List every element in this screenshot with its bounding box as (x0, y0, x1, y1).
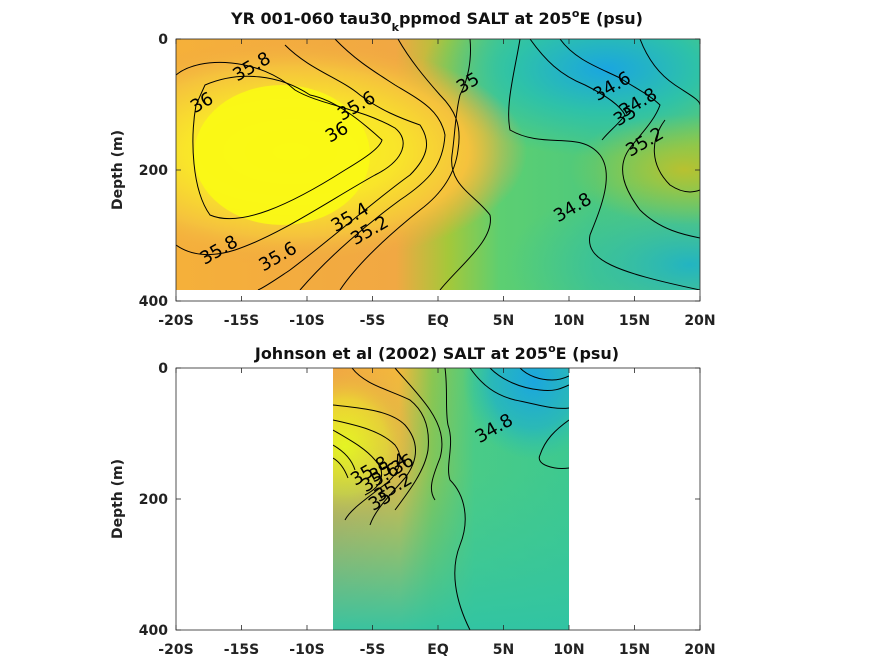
x-tick-label: 10N (553, 313, 584, 329)
axes-1: -20S -15S -10S -5S EQ 5N 10N 15N 20N 0 200 400 Dep… (110, 32, 716, 329)
x-tick-label: 20N (684, 642, 715, 656)
x-ticks-2: -20S -15S -10S -5S EQ 5N 10N 15N 20N (158, 368, 716, 656)
y-tick-label: 200 (139, 492, 168, 508)
y-tick-label: 400 (139, 294, 168, 310)
y-axis-label-2: Depth (m) (110, 459, 126, 539)
x-tick-label: -10S (289, 642, 324, 656)
x-tick-label: 20N (684, 313, 715, 329)
x-tick-label: 15N (619, 642, 650, 656)
y-tick-label: 0 (158, 361, 168, 377)
model-salinity-panel: YR 001-060 tau30kppmod SALT at 205oE (ps… (110, 7, 716, 329)
x-tick-label: 5N (493, 313, 514, 329)
contour-lines-2 (333, 368, 569, 630)
axes-2: -20S -15S -10S -5S EQ 5N 10N 15N 20N 0 200 400 Dep… (110, 361, 716, 656)
x-tick-label: -15S (224, 642, 259, 656)
x-ticks-1: -20S -15S -10S -5S EQ 5N 10N 15N 20N (158, 39, 716, 329)
x-tick-label: -5S (360, 313, 386, 329)
x-tick-label: 15N (619, 313, 650, 329)
salinity-field-1 (176, 39, 700, 290)
y-ticks-2: 0 200 400 (139, 361, 700, 639)
y-tick-label: 400 (139, 623, 168, 639)
x-tick-label: EQ (427, 313, 449, 329)
x-tick-label: EQ (427, 642, 449, 656)
x-tick-label: -5S (360, 642, 386, 656)
panel-2-title: Johnson et al (2002) SALT at 205oE (psu) (254, 342, 619, 363)
x-tick-label: -15S (224, 313, 259, 329)
contour-lines-1 (176, 39, 700, 290)
x-tick-label: -10S (289, 313, 324, 329)
x-tick-label: 10N (553, 642, 584, 656)
y-ticks-1: 0 200 400 (139, 32, 700, 310)
panel-1-title: YR 001-060 tau30kppmod SALT at 205oE (ps… (230, 7, 643, 34)
johnson-salinity-panel: Johnson et al (2002) SALT at 205oE (psu) (110, 342, 716, 656)
title-1: YR 001-060 tau30kppmod SALT at 205oE (ps… (230, 7, 643, 34)
salinity-field-2 (333, 368, 569, 630)
x-tick-label: 5N (493, 642, 514, 656)
x-tick-label: -20S (158, 313, 193, 329)
y-tick-label: 200 (139, 163, 168, 179)
y-tick-label: 0 (158, 32, 168, 48)
x-tick-label: -20S (158, 642, 193, 656)
y-axis-label-1: Depth (m) (110, 130, 126, 210)
